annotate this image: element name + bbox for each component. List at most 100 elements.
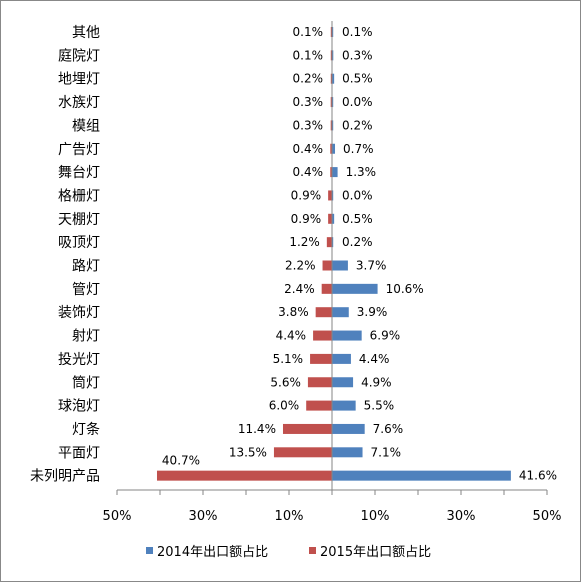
value-label-2015: 0.1%: [293, 25, 324, 39]
value-label-2014: 4.4%: [359, 352, 390, 366]
bar-2014: [332, 307, 349, 318]
value-label-2015: 1.2%: [289, 235, 320, 249]
value-label-2014: 0.0%: [342, 188, 373, 202]
bar-2014: [332, 143, 336, 154]
category-label: 筒灯: [72, 374, 100, 391]
value-label-2014: 10.6%: [386, 282, 424, 296]
category-label: 模组: [72, 118, 100, 134]
bar-2015: [310, 353, 332, 364]
value-label-2014: 3.9%: [357, 305, 388, 319]
value-label-2014: 7.1%: [371, 445, 402, 459]
value-label-2014: 7.6%: [373, 422, 404, 436]
value-label-2014: 4.9%: [361, 375, 392, 389]
bar-2015: [330, 27, 332, 37]
value-label-2014: 0.2%: [342, 118, 373, 132]
category-label: 天棚灯: [58, 212, 100, 228]
legend-label-2015: 2015年出口额占比: [320, 545, 431, 560]
value-label-2015: 11.4%: [238, 422, 276, 436]
category-label: 射灯: [72, 329, 100, 345]
bar-2014: [332, 447, 363, 458]
value-label-2014: 3.7%: [356, 259, 387, 273]
category-label: 平面灯: [58, 445, 100, 461]
category-labels: 其他庭院灯地埋灯水族灯模组广告灯舞台灯格栅灯天棚灯吸顶灯路灯管灯装饰灯射灯投光灯…: [30, 25, 100, 485]
x-tick-label: 50%: [533, 509, 562, 524]
bar-2014: [332, 97, 334, 108]
bar-2015: [273, 447, 332, 458]
category-label: 其他: [72, 25, 100, 41]
bar-2014: [332, 73, 335, 84]
bar-2015: [322, 260, 332, 271]
category-label: 舞台灯: [58, 165, 100, 181]
bar-2014: [332, 377, 354, 388]
value-label-2015: 2.2%: [285, 259, 316, 273]
bar-2014: [332, 167, 338, 178]
bar-2014: [332, 213, 335, 224]
bar-2014: [332, 120, 334, 131]
x-axis: 50% 30% 10% 10% 30% 50%: [103, 21, 562, 524]
value-label-2015: 0.4%: [293, 165, 324, 179]
legend-label-2014: 2014年出口额占比: [157, 545, 268, 560]
bar-2014: [332, 353, 351, 364]
value-label-2015: 0.9%: [291, 212, 322, 226]
value-label-2015: 5.1%: [273, 352, 304, 366]
bar-2015: [156, 470, 332, 481]
category-label: 灯条: [72, 421, 100, 438]
value-label-2015: 0.3%: [293, 118, 324, 132]
bar-2014: [332, 330, 362, 341]
category-label: 管灯: [72, 282, 100, 298]
bar-2015: [330, 50, 332, 61]
value-label-2015: 6.0%: [269, 399, 300, 413]
value-label-2014: 6.9%: [370, 329, 401, 343]
category-label: 吸顶灯: [58, 235, 100, 251]
value-label-2014: 5.5%: [364, 399, 395, 413]
value-label-2014: 1.3%: [346, 165, 377, 179]
bar-2015: [315, 307, 332, 318]
value-label-2015: 5.6%: [270, 375, 301, 389]
value-label-2014: 0.2%: [342, 235, 373, 249]
category-label: 未列明产品: [30, 469, 100, 485]
category-label: 格栅灯: [58, 188, 100, 204]
bar-2014: [332, 283, 378, 294]
bar-2015: [330, 167, 332, 178]
bar-2014: [332, 237, 334, 248]
bar-2014: [332, 400, 356, 411]
value-label-2015: 40.7%: [162, 454, 200, 468]
category-label: 水族灯: [58, 95, 100, 111]
bars-group: [156, 27, 511, 481]
x-tick-label: 50%: [103, 509, 132, 524]
x-tick-label: 30%: [189, 509, 218, 524]
bar-2014: [332, 27, 334, 37]
value-label-2015: 2.4%: [284, 282, 315, 296]
bar-2014: [332, 50, 334, 61]
legend-swatch-2015: [309, 547, 316, 554]
x-tick-label: 10%: [275, 509, 304, 524]
value-label-2015: 0.2%: [293, 72, 324, 86]
legend: 2014年出口额占比 2015年出口额占比: [146, 545, 431, 560]
value-label-2014: 0.7%: [343, 142, 374, 156]
value-label-2014: 0.1%: [342, 25, 373, 39]
bar-2014: [332, 260, 348, 271]
category-label: 庭院灯: [58, 47, 100, 64]
value-label-2015: 3.8%: [278, 305, 309, 319]
bar-2014: [332, 190, 334, 201]
bar-2015: [321, 283, 332, 294]
value-label-2014: 0.5%: [342, 212, 373, 226]
bar-2015: [326, 237, 332, 248]
value-label-2015: 0.1%: [293, 48, 324, 62]
value-label-2014: 41.6%: [519, 469, 557, 483]
bar-2015: [282, 423, 332, 434]
bar-2014: [332, 423, 365, 434]
bar-2015: [313, 330, 332, 341]
category-label: 广告灯: [58, 142, 100, 158]
bar-2015: [328, 213, 332, 224]
value-label-2015: 0.4%: [293, 142, 324, 156]
category-label: 装饰灯: [58, 305, 100, 321]
bar-2015: [330, 97, 332, 108]
bar-2015: [330, 120, 332, 131]
x-tick-label: 30%: [447, 509, 476, 524]
value-label-2015: 13.5%: [229, 445, 267, 459]
category-label: 球泡灯: [58, 399, 100, 415]
bar-2014: [332, 470, 511, 481]
